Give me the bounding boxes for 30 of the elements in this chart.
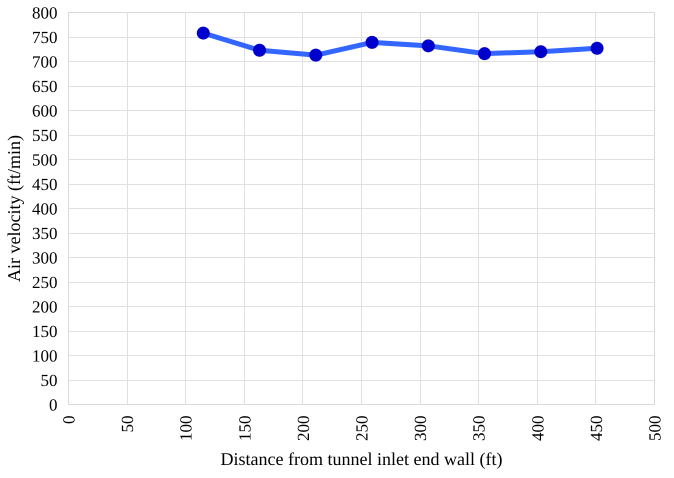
y-tick-label: 400 <box>32 200 58 218</box>
y-tick-label: 800 <box>32 4 58 22</box>
y-tick-label: 450 <box>32 175 58 194</box>
x-tick-label: 200 <box>294 416 313 441</box>
x-tick-label: 500 <box>646 416 664 441</box>
y-tick-label: 100 <box>32 346 58 366</box>
x-tick-label: 300 <box>411 416 430 441</box>
x-tick-label: 350 <box>470 416 489 441</box>
y-tick-label: 50 <box>40 371 58 390</box>
x-tick-label: 0 <box>60 416 78 424</box>
y-tick-label: 200 <box>32 298 58 316</box>
x-tick-label: 250 <box>352 416 372 441</box>
y-tick-label: 500 <box>32 150 58 170</box>
y-tick-label: 300 <box>32 248 58 268</box>
x-axis-title: Distance from tunnel inlet end wall (ft) <box>220 449 502 469</box>
y-tick-label: 550 <box>32 126 58 145</box>
y-axis-title: Air velocity (ft/min) <box>4 135 24 282</box>
x-tick-label: 400 <box>528 416 548 441</box>
x-tick-label: 50 <box>118 416 138 432</box>
y-tick-label: 150 <box>32 322 58 341</box>
y-tick-label: 350 <box>32 224 58 243</box>
x-tick-label: 450 <box>586 416 606 441</box>
y-tick-label: 0 <box>49 396 58 414</box>
y-tick-label: 250 <box>32 273 58 292</box>
x-tick-label: 100 <box>176 416 196 441</box>
y-tick-label: 600 <box>32 102 58 120</box>
y-tick-label: 750 <box>32 28 58 47</box>
y-tick-label: 650 <box>32 77 58 96</box>
x-tick-label: 150 <box>235 416 254 441</box>
y-tick-label: 700 <box>32 52 58 72</box>
